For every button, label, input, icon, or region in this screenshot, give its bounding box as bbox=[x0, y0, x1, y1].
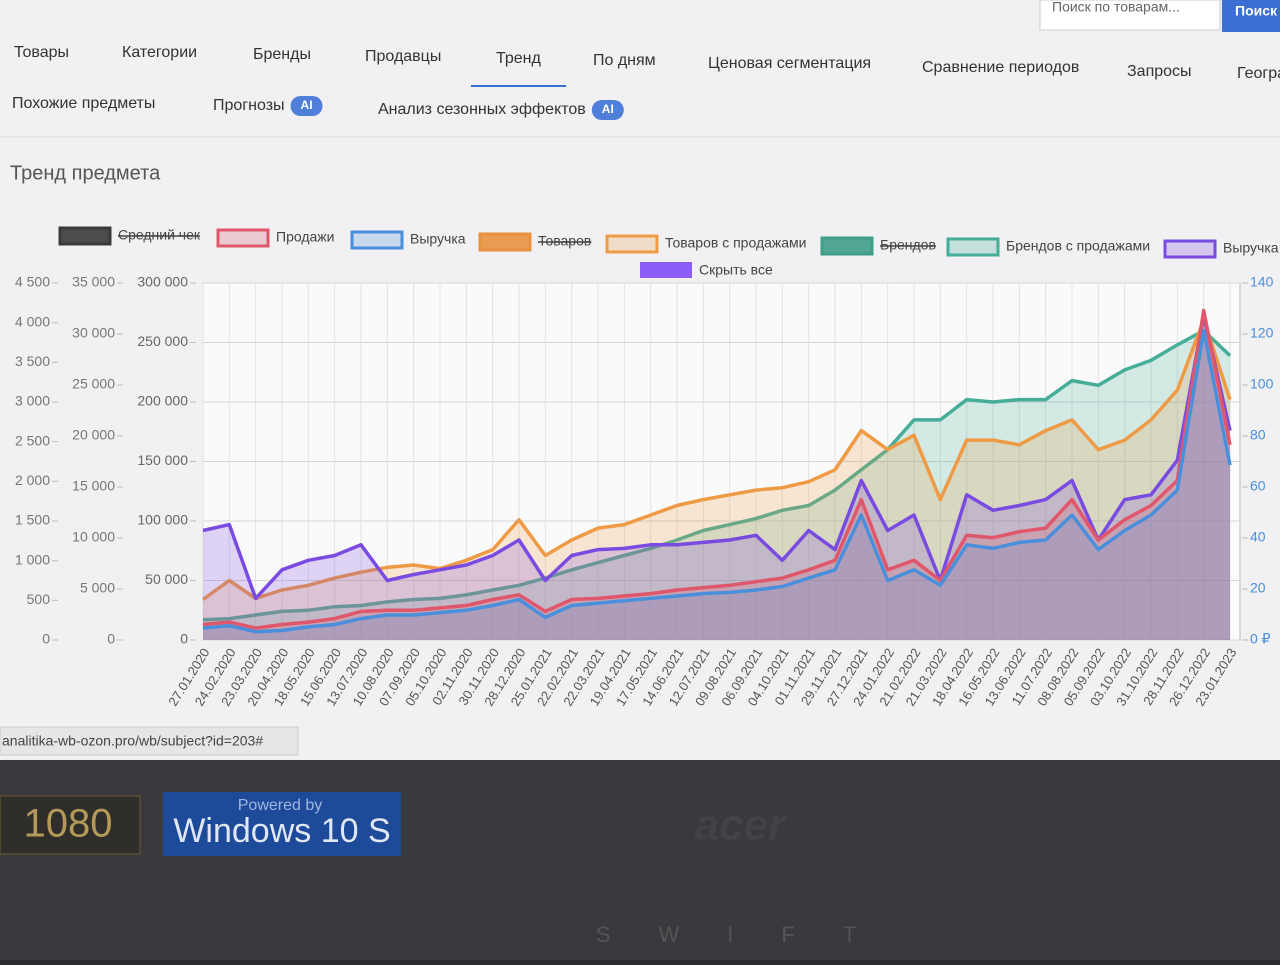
legend-label[interactable]: Выручка bbox=[1223, 240, 1279, 256]
model-name: SWIFT bbox=[596, 922, 904, 947]
y-tick-label: 50 000 bbox=[145, 571, 188, 587]
nav-tab[interactable]: Прогнозы bbox=[213, 97, 285, 114]
hide-all-label[interactable]: Скрыть все bbox=[699, 262, 773, 278]
y-tick-label: 250 000 bbox=[137, 333, 188, 349]
y-tick-label: 80 bbox=[1250, 427, 1266, 443]
section-title: Тренд предмета bbox=[10, 162, 161, 184]
legend-swatch[interactable] bbox=[58, 226, 112, 246]
y-tick-label: 2 000 bbox=[15, 472, 50, 488]
status-bar bbox=[0, 726, 299, 756]
windows-text: Windows 10 S bbox=[173, 812, 390, 850]
series-line bbox=[202, 328, 1232, 634]
y-tick-label: 0 bbox=[107, 631, 115, 647]
search-box[interactable] bbox=[1039, 0, 1221, 31]
ai-badge-label: AI bbox=[301, 98, 313, 112]
nav-tab[interactable]: Продавцы bbox=[365, 48, 441, 65]
search-button[interactable] bbox=[1222, 0, 1280, 32]
legend-swatch[interactable] bbox=[640, 262, 692, 278]
series-line bbox=[202, 313, 1232, 601]
legend-swatch[interactable] bbox=[946, 237, 1000, 257]
series-line bbox=[201, 318, 1232, 601]
legend-swatch[interactable] bbox=[478, 232, 532, 252]
y-tick-label: 5 000 bbox=[80, 580, 115, 596]
nav-tab[interactable]: Геогра bbox=[1237, 65, 1280, 82]
status-url: analitika-wb-ozon.pro/wb/subject?id=203# bbox=[2, 733, 263, 749]
nav-tab[interactable]: По дням bbox=[593, 52, 656, 69]
ai-badge-label: AI bbox=[602, 102, 614, 116]
nav-tab[interactable]: Ценовая сегментация bbox=[708, 55, 871, 72]
legend-label[interactable]: Выручка bbox=[410, 231, 466, 247]
y-tick-label: 0 ₽ bbox=[1250, 631, 1271, 647]
y-tick-label: 500 bbox=[27, 591, 51, 607]
resolution-text: 1080 bbox=[24, 802, 113, 846]
y-tick-label: 35 000 bbox=[72, 274, 115, 290]
series-area bbox=[203, 319, 1230, 640]
series-line bbox=[202, 308, 1232, 630]
nav-tab[interactable]: Категории bbox=[122, 44, 197, 61]
y-tick-label: 150 000 bbox=[137, 452, 188, 468]
nav-tab[interactable]: Анализ сезонных эффектов bbox=[378, 101, 586, 118]
legend-swatch[interactable] bbox=[605, 234, 659, 254]
y-tick-label: 3 000 bbox=[15, 393, 50, 409]
nav-tab[interactable]: Похожие предметы bbox=[12, 95, 155, 112]
brand-logo: acer bbox=[695, 801, 788, 850]
y-tick-label: 2 500 bbox=[15, 432, 50, 448]
y-tick-label: 140 bbox=[1250, 274, 1274, 290]
resolution-sticker bbox=[0, 795, 141, 855]
windows-sticker bbox=[163, 792, 401, 856]
y-tick-label: 4 500 bbox=[15, 274, 50, 290]
y-tick-label: 3 500 bbox=[15, 353, 50, 369]
nav-tab[interactable]: Тренд bbox=[496, 50, 542, 67]
ai-badge bbox=[290, 96, 323, 116]
legend-swatch[interactable] bbox=[820, 236, 874, 256]
y-tick-label: 100 bbox=[1250, 376, 1274, 392]
nav-tab[interactable]: Запросы bbox=[1127, 63, 1192, 80]
y-tick-label: 100 000 bbox=[137, 512, 188, 528]
legend-swatch[interactable] bbox=[1163, 239, 1217, 259]
y-tick-label: 200 000 bbox=[137, 393, 188, 409]
y-tick-label: 10 000 bbox=[72, 529, 115, 545]
nav-tab[interactable]: Бренды bbox=[253, 46, 311, 63]
nav-tab[interactable]: Сравнение периодов bbox=[922, 59, 1079, 76]
y-tick-label: 60 bbox=[1250, 478, 1266, 494]
y-tick-label: 4 000 bbox=[15, 313, 50, 329]
legend-swatch[interactable] bbox=[216, 228, 270, 248]
legend-label[interactable]: Продажи bbox=[276, 229, 334, 245]
powered-by: Powered by bbox=[238, 797, 323, 814]
y-tick-label: 30 000 bbox=[72, 325, 115, 341]
y-tick-label: 25 000 bbox=[72, 376, 115, 392]
y-tick-label: 1 500 bbox=[15, 512, 50, 528]
y-tick-label: 1 000 bbox=[15, 551, 50, 567]
legend-swatch[interactable] bbox=[350, 230, 404, 250]
search-button-label: Поиск bbox=[1235, 3, 1278, 19]
legend-label[interactable]: Товаров с продажами bbox=[665, 235, 807, 251]
series-area bbox=[203, 330, 1230, 640]
y-tick-label: 40 bbox=[1250, 529, 1266, 545]
y-tick-label: 0 bbox=[180, 631, 188, 647]
legend-label[interactable]: Товаров bbox=[538, 233, 591, 249]
series-area bbox=[203, 330, 1230, 640]
y-tick-label: 20 bbox=[1250, 580, 1266, 596]
nav-tab[interactable]: Товары bbox=[14, 44, 69, 61]
y-tick-label: 20 000 bbox=[72, 427, 115, 443]
series-area bbox=[203, 310, 1230, 640]
legend-label[interactable]: Брендов bbox=[880, 237, 936, 253]
y-tick-label: 15 000 bbox=[72, 478, 115, 494]
series-line bbox=[202, 328, 1232, 622]
series-area bbox=[203, 315, 1230, 640]
legend-label[interactable]: Средний чек bbox=[118, 227, 201, 243]
ai-badge bbox=[591, 100, 624, 120]
search-placeholder: Поиск по товарам... bbox=[1052, 0, 1180, 15]
y-tick-label: 0 bbox=[42, 631, 50, 647]
y-tick-label: 300 000 bbox=[137, 274, 188, 290]
legend-label[interactable]: Брендов с продажами bbox=[1006, 238, 1150, 254]
y-tick-label: 120 bbox=[1250, 325, 1274, 341]
